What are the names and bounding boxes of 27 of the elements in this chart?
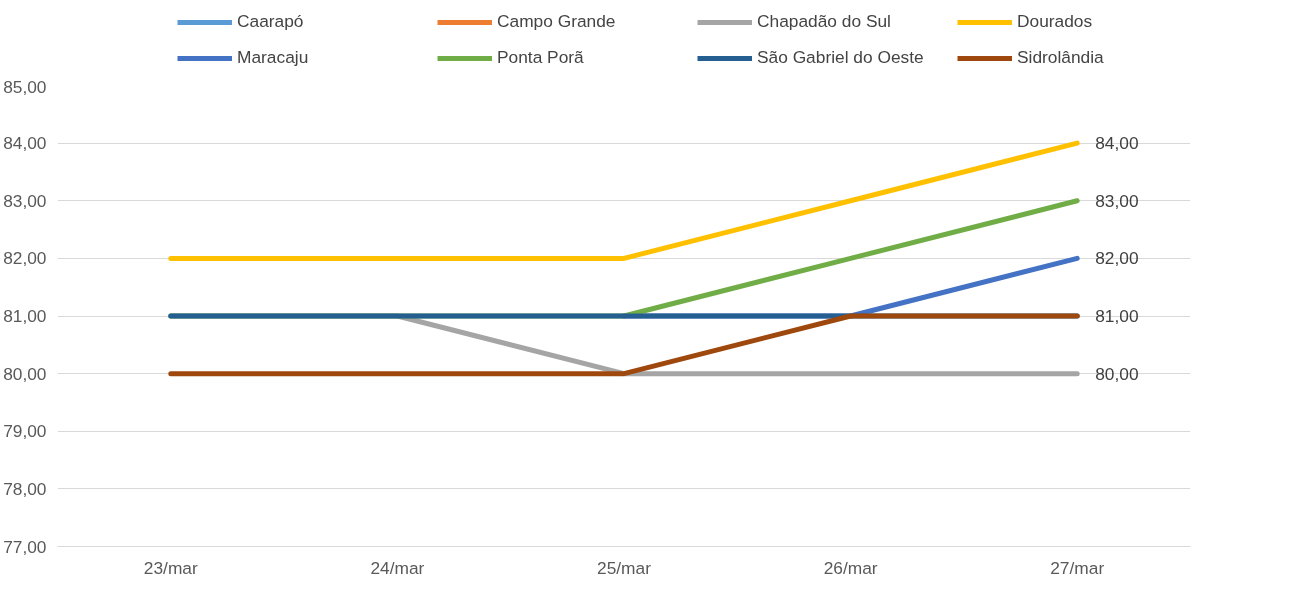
y-tick-label: 77,00 xyxy=(3,536,47,557)
x-tick-label: 25/mar xyxy=(597,557,652,578)
x-tick-label: 26/mar xyxy=(823,557,878,578)
y-tick-label: 83,00 xyxy=(3,190,47,211)
y-tick-label: 82,00 xyxy=(3,248,47,269)
legend-label: Maracaju xyxy=(237,47,310,68)
x-tick-label: 24/mar xyxy=(370,557,425,578)
legend-label: Caarapó xyxy=(237,11,305,32)
y-tick-label: 79,00 xyxy=(3,421,47,442)
x-tick-label: 27/mar xyxy=(1050,557,1105,578)
x-tick-label: 23/mar xyxy=(143,557,198,578)
legend-label: Chapadão do Sul xyxy=(757,11,892,32)
y-tick-label: 80,00 xyxy=(3,363,47,384)
data-label: 84,00 xyxy=(1095,133,1139,154)
legend-label: Ponta Porã xyxy=(497,47,585,68)
data-label: 81,00 xyxy=(1095,306,1139,326)
y-tick-label: 78,00 xyxy=(3,478,47,499)
y-tick-label: 85,00 xyxy=(3,76,47,97)
data-label: 83,00 xyxy=(1095,190,1139,211)
y-tick-label: 84,00 xyxy=(3,133,47,154)
y-tick-label: 81,00 xyxy=(3,306,47,326)
data-label: 82,00 xyxy=(1095,248,1139,269)
legend-label: Campo Grande xyxy=(497,11,617,32)
legend-label: São Gabriel do Oeste xyxy=(757,47,925,68)
legend-label: Sidrolândia xyxy=(1017,47,1105,68)
data-label: 80,00 xyxy=(1095,363,1139,384)
legend-label: Dourados xyxy=(1017,11,1094,32)
